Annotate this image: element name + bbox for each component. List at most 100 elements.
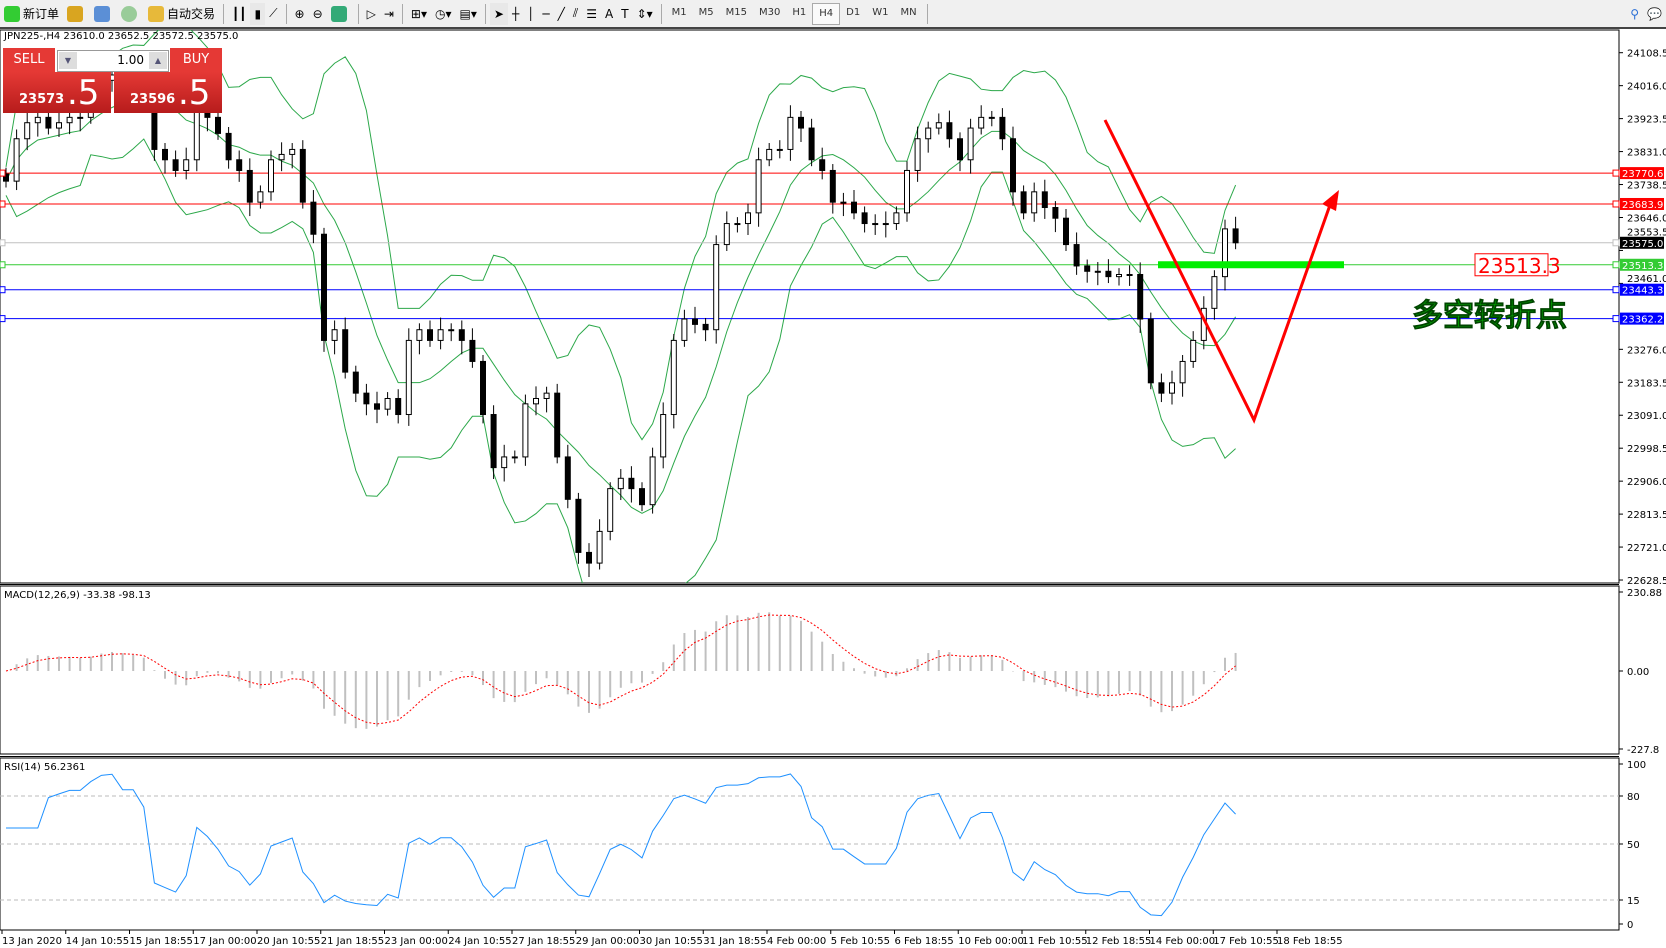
candle-body (1116, 273, 1122, 278)
buy-button[interactable]: BUY (170, 48, 222, 72)
price-label-bg (1620, 167, 1664, 180)
macd-tick-label: 230.88 (1627, 588, 1662, 599)
candle-body (893, 212, 900, 225)
timeframe-m1[interactable]: M1 (671, 6, 687, 18)
templates-button[interactable]: ▤▾ (459, 6, 477, 21)
rsi-tick-label: 80 (1627, 792, 1640, 803)
indicators-button[interactable]: ⊞▾ (410, 6, 427, 21)
candle-body (1179, 360, 1186, 384)
timeframe-h4[interactable]: H4 (812, 2, 841, 25)
lot-size-input[interactable]: ▼ 1.00 ▲ (57, 50, 169, 72)
zoom-out-button[interactable]: ⊖ (312, 6, 323, 21)
timeframe-m15[interactable]: M15 (725, 6, 747, 18)
periods-button[interactable]: ◷▾ (435, 6, 452, 21)
timeframe-h1[interactable]: H1 (792, 6, 807, 18)
candle-body (77, 116, 84, 119)
price-tick-label: 22813.5 (1627, 510, 1666, 521)
crosshair-button[interactable]: ┼ (511, 6, 520, 21)
candle (1031, 182, 1038, 222)
equidistant-channel-button[interactable]: ⫽ (572, 6, 579, 20)
candle-body (1010, 138, 1016, 193)
candle (469, 328, 476, 368)
rsi-panel-frame (0, 757, 1620, 931)
vertical-line-button[interactable]: │ (527, 6, 535, 21)
text-label-button[interactable]: T (621, 6, 629, 21)
time-tick-label: 14 Feb 00:00 (1150, 936, 1216, 947)
candle (3, 167, 9, 188)
cursor-button[interactable]: ➤ (489, 2, 508, 25)
candle (914, 126, 921, 182)
chart-header: JPN225-,H4 23610.0 23652.5 23572.5 23575… (4, 31, 239, 42)
auto-scroll-button[interactable]: ▷ (366, 6, 376, 21)
candle (533, 386, 539, 416)
line-handle (0, 239, 6, 247)
candle (480, 355, 486, 424)
candle-body (596, 530, 603, 564)
time-tick-label: 11 Feb 10:55 (1022, 936, 1088, 947)
tile-windows-button[interactable] (327, 3, 354, 25)
rsi-label: RSI(14) 56.2361 (4, 762, 85, 773)
price-label: 23770.6 (1622, 169, 1663, 180)
price-label-bg (1620, 258, 1664, 271)
rsi-tick-label: 50 (1627, 840, 1640, 851)
time-tick-label: 20 Jan 10:55 (257, 936, 320, 947)
candle (1084, 259, 1091, 283)
candle-body (172, 159, 179, 171)
candle (342, 317, 349, 379)
lot-increase-button[interactable]: ▲ (149, 52, 167, 69)
sell-button[interactable]: SELL (3, 48, 55, 72)
time-tick-label: 17 Jan 00:00 (193, 936, 256, 947)
candle-body (1052, 207, 1059, 219)
bar-chart-button[interactable]: ┃┃ (232, 6, 247, 21)
candle-body (352, 371, 359, 394)
candlestick-button[interactable]: ▮ (250, 2, 266, 25)
trendline-button[interactable]: ╱ (557, 6, 565, 21)
timeframe-mn[interactable]: MN (900, 6, 917, 18)
lot-decrease-button[interactable]: ▼ (59, 52, 77, 69)
candle-body (851, 201, 857, 214)
candle-body (183, 159, 190, 171)
price-tick-label: 23738.5 (1627, 181, 1666, 192)
candle (808, 118, 815, 167)
timeframe-m5[interactable]: M5 (698, 6, 714, 18)
rsi-line (6, 773, 1236, 917)
price-label-bg (1620, 312, 1664, 325)
candle (1137, 262, 1144, 333)
level-label-box (1474, 253, 1549, 277)
signals-button[interactable] (117, 3, 144, 25)
price-label: 23362.2 (1622, 315, 1663, 326)
timeframe-w1[interactable]: W1 (872, 6, 889, 18)
candle (56, 110, 62, 137)
timeframe-d1[interactable]: D1 (846, 6, 861, 18)
fibonacci-button[interactable]: ☰ (586, 6, 597, 21)
candle-body (66, 116, 73, 124)
new-order-icon (4, 5, 20, 22)
horizontal-line-button[interactable]: ─ (542, 6, 550, 21)
timeframe-m30[interactable]: M30 (759, 6, 781, 18)
candle (575, 492, 582, 564)
arrows-button[interactable]: ⇕▾ (636, 6, 653, 21)
macd-label: MACD(12,26,9) -33.38 -98.13 (4, 590, 151, 601)
navigator-button[interactable] (90, 3, 117, 25)
price-tick-label: 23831.0 (1627, 148, 1666, 159)
sell-price[interactable]: 23573.5 (3, 72, 111, 113)
buy-price[interactable]: 23596.5 (114, 72, 222, 113)
level-label: 23513.3 (1478, 254, 1561, 278)
chat-button[interactable]: 💬 (1647, 6, 1662, 21)
candle-body (957, 138, 963, 161)
auto-trading-button[interactable]: 自动交易 (144, 3, 219, 25)
candle-body (363, 392, 370, 405)
zoom-in-button[interactable]: ⊕ (294, 6, 305, 21)
line-chart-button[interactable]: ⟋ (269, 6, 278, 20)
chart-shift-button[interactable]: ⇥ (383, 6, 394, 21)
market-watch-button[interactable] (63, 3, 90, 25)
candle (840, 192, 847, 217)
candle-body (268, 159, 274, 193)
candle-body (34, 116, 41, 124)
search-button[interactable]: ⚲ (1630, 6, 1640, 21)
price-tick-label: 24108.5 (1627, 49, 1666, 60)
new-order-button[interactable]: 新订单 (0, 3, 63, 25)
text-button[interactable]: A (605, 6, 614, 21)
rsi-tick-label: 0 (1627, 920, 1633, 931)
